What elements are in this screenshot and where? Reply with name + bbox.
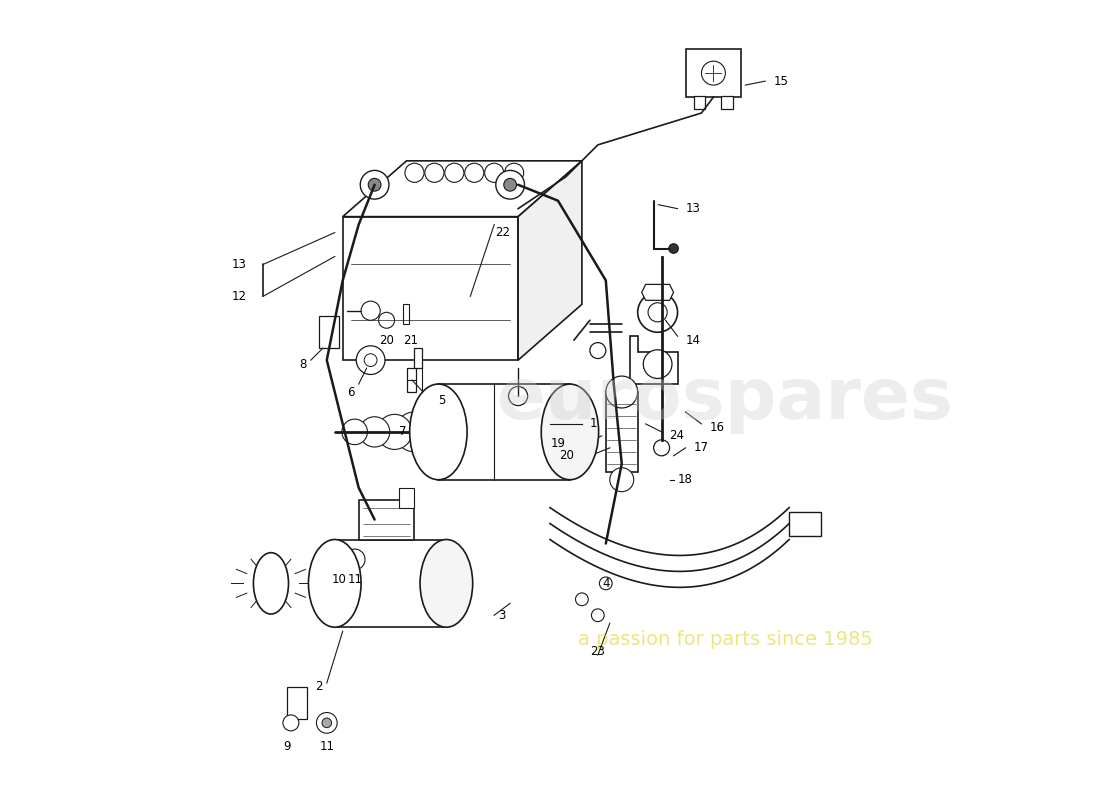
Text: 14: 14 bbox=[685, 334, 701, 346]
Circle shape bbox=[609, 468, 634, 492]
Text: 15: 15 bbox=[773, 74, 788, 88]
Circle shape bbox=[653, 440, 670, 456]
Circle shape bbox=[600, 577, 613, 590]
Bar bbox=[685, 50, 741, 97]
Text: a passion for parts since 1985: a passion for parts since 1985 bbox=[578, 630, 872, 649]
Text: 23: 23 bbox=[591, 645, 605, 658]
Circle shape bbox=[364, 354, 377, 366]
Text: 11: 11 bbox=[348, 573, 362, 586]
Text: 8: 8 bbox=[299, 358, 307, 370]
Text: 1: 1 bbox=[590, 418, 597, 430]
Bar bbox=[439, 384, 570, 480]
Circle shape bbox=[702, 61, 725, 85]
Circle shape bbox=[592, 609, 604, 622]
Circle shape bbox=[464, 163, 484, 182]
Circle shape bbox=[496, 170, 525, 199]
Ellipse shape bbox=[308, 539, 361, 627]
Polygon shape bbox=[518, 161, 582, 360]
Circle shape bbox=[508, 386, 528, 406]
Circle shape bbox=[504, 178, 517, 191]
Text: 16: 16 bbox=[710, 422, 725, 434]
Text: 13: 13 bbox=[232, 258, 246, 271]
Text: 7: 7 bbox=[399, 426, 407, 438]
Bar bbox=[343, 217, 518, 360]
Ellipse shape bbox=[541, 384, 598, 480]
Text: 24: 24 bbox=[670, 430, 684, 442]
Text: 20: 20 bbox=[379, 334, 394, 346]
Circle shape bbox=[317, 713, 337, 734]
Circle shape bbox=[606, 376, 638, 408]
Bar bbox=[359, 500, 415, 539]
Circle shape bbox=[360, 417, 389, 447]
Text: 6: 6 bbox=[346, 386, 354, 398]
Text: 20: 20 bbox=[559, 450, 574, 462]
Circle shape bbox=[395, 412, 434, 452]
Polygon shape bbox=[629, 336, 678, 384]
Bar bbox=[789, 512, 821, 535]
Ellipse shape bbox=[253, 553, 288, 614]
Text: 21: 21 bbox=[403, 334, 418, 346]
Circle shape bbox=[505, 163, 524, 182]
Circle shape bbox=[405, 163, 424, 182]
Circle shape bbox=[425, 163, 444, 182]
Text: 3: 3 bbox=[498, 609, 506, 622]
Circle shape bbox=[322, 718, 331, 728]
Circle shape bbox=[342, 419, 367, 445]
Circle shape bbox=[283, 715, 299, 731]
Bar bbox=[403, 304, 409, 324]
Bar bbox=[606, 392, 638, 472]
Circle shape bbox=[590, 342, 606, 358]
Text: 19: 19 bbox=[551, 438, 565, 450]
Text: 17: 17 bbox=[693, 442, 708, 454]
Circle shape bbox=[329, 549, 349, 570]
Text: 4: 4 bbox=[602, 577, 609, 590]
Bar bbox=[398, 488, 415, 508]
Circle shape bbox=[638, 292, 678, 332]
Circle shape bbox=[361, 301, 381, 320]
Circle shape bbox=[444, 163, 464, 182]
Ellipse shape bbox=[409, 384, 468, 480]
Polygon shape bbox=[641, 285, 673, 300]
Text: 5: 5 bbox=[439, 394, 446, 406]
Text: 11: 11 bbox=[319, 740, 334, 754]
Circle shape bbox=[356, 346, 385, 374]
Polygon shape bbox=[343, 161, 582, 217]
Text: 22: 22 bbox=[495, 226, 509, 239]
Circle shape bbox=[644, 350, 672, 378]
Bar bbox=[722, 96, 734, 109]
Text: 18: 18 bbox=[678, 474, 692, 486]
Bar bbox=[287, 687, 307, 719]
Text: eurospares: eurospares bbox=[497, 366, 954, 434]
Text: 10: 10 bbox=[331, 573, 346, 586]
Bar bbox=[415, 348, 422, 368]
Circle shape bbox=[368, 178, 381, 191]
Circle shape bbox=[377, 414, 412, 450]
Bar bbox=[693, 96, 705, 109]
Text: 13: 13 bbox=[685, 202, 701, 215]
Circle shape bbox=[669, 244, 679, 254]
Circle shape bbox=[361, 170, 389, 199]
Circle shape bbox=[575, 593, 589, 606]
Circle shape bbox=[648, 302, 668, 322]
Bar bbox=[319, 316, 339, 348]
Bar bbox=[407, 368, 416, 392]
Text: 9: 9 bbox=[283, 740, 290, 754]
Text: 2: 2 bbox=[315, 681, 322, 694]
Bar bbox=[334, 539, 447, 627]
Ellipse shape bbox=[420, 539, 473, 627]
Text: 12: 12 bbox=[232, 290, 246, 303]
Circle shape bbox=[378, 312, 395, 328]
Circle shape bbox=[485, 163, 504, 182]
Circle shape bbox=[344, 549, 365, 570]
